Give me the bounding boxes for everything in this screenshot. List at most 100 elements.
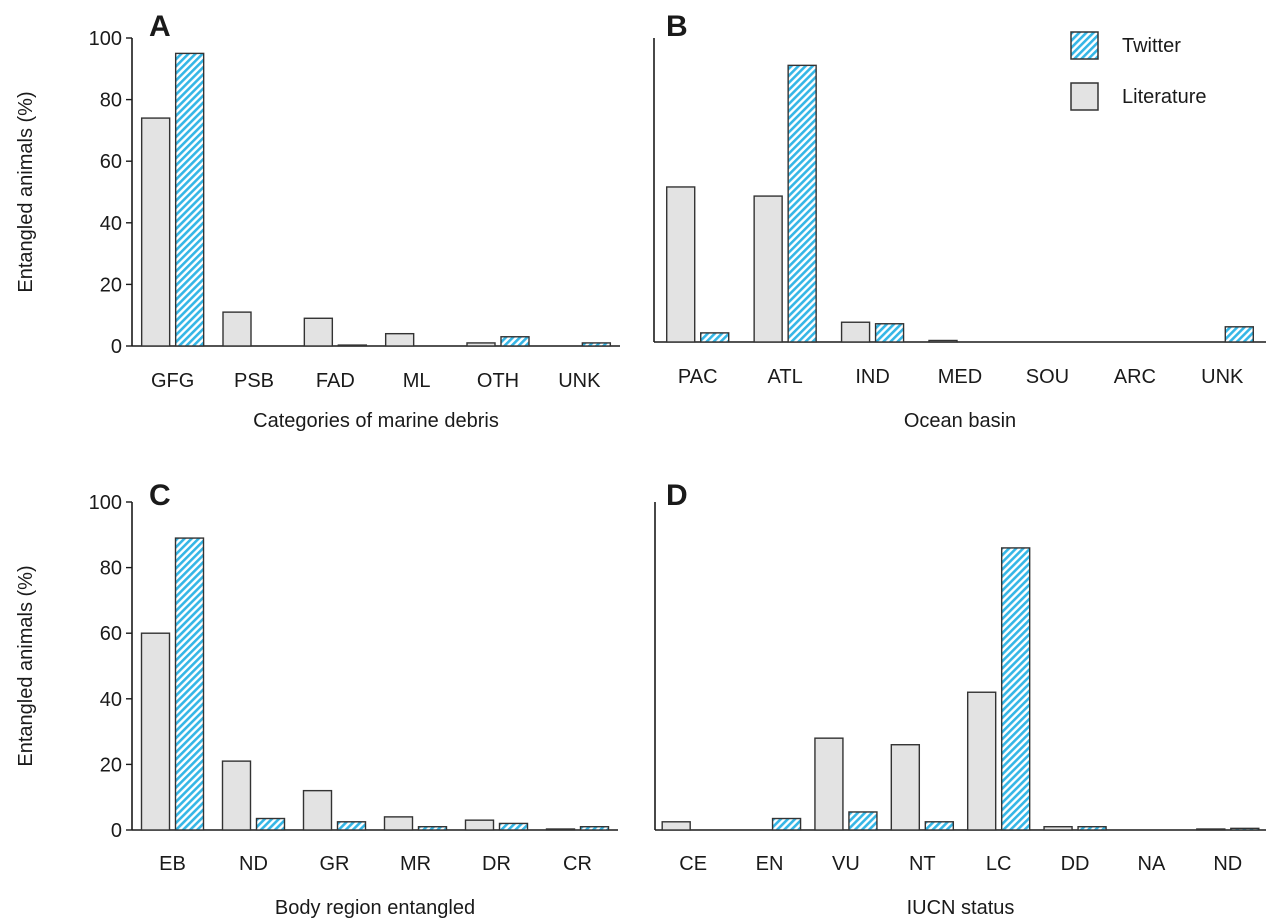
x-axis-label: Categories of marine debris	[253, 410, 499, 432]
panel-A: A 0 20 40 60 80 100 Entangled animals (%) GFG PSB…	[15, 10, 620, 432]
x-axis-label: Ocean basin	[904, 410, 1016, 432]
bar-twitter-atl	[787, 64, 817, 343]
y-tick-label: 100	[89, 28, 122, 50]
x-tick-label: DD	[1061, 853, 1090, 875]
bar-literature-cr	[545, 828, 576, 831]
bar-literature-pac	[666, 186, 696, 343]
x-tick-label: ND	[1213, 853, 1242, 875]
x-tick-label: OTH	[477, 370, 519, 392]
bar-twitter-nd	[1230, 827, 1260, 831]
bar-twitter-unk	[581, 342, 612, 347]
x-tick-label: UNK	[1201, 366, 1244, 388]
legend-label-twitter: Twitter	[1122, 35, 1181, 57]
bar-twitter-dd	[1077, 826, 1107, 831]
bar-literature-oth	[466, 342, 496, 347]
x-tick-label: PAC	[678, 366, 718, 388]
y-axis-label: Entangled animals (%)	[15, 565, 37, 766]
y-tick-label: 20	[100, 274, 122, 296]
legend: Twitter Literature	[1070, 31, 1207, 111]
x-tick-label: NA	[1138, 853, 1166, 875]
y-tick-label: 0	[111, 336, 122, 358]
bar-literature-psb	[222, 311, 252, 347]
x-tick-label: IND	[855, 366, 889, 388]
y-tick-label: 80	[100, 558, 122, 580]
bar-twitter-unk	[1224, 326, 1254, 343]
bar-literature-mr	[383, 816, 414, 831]
x-tick-label: ATL	[768, 366, 803, 388]
bar-literature-eb	[140, 632, 171, 831]
y-tick-label: 100	[89, 492, 122, 514]
y-tick-label: 60	[100, 151, 122, 173]
panel-letter: A	[149, 10, 171, 43]
panel-letter: C	[149, 479, 171, 512]
y-tick-label: 20	[100, 754, 122, 776]
x-tick-label: VU	[832, 853, 860, 875]
bar-twitter-pac	[700, 332, 730, 343]
y-tick-label: 40	[100, 689, 122, 711]
x-tick-label: GFG	[151, 370, 194, 392]
y-tick-label: 80	[100, 90, 122, 112]
x-tick-label: EN	[756, 853, 784, 875]
bar-literature-nd	[1196, 828, 1226, 831]
bar-literature-med	[928, 339, 958, 343]
bar-literature-fad	[303, 317, 334, 347]
x-tick-label: NT	[909, 853, 936, 875]
x-tick-label: GR	[320, 853, 350, 875]
bar-twitter-nd	[255, 817, 286, 831]
legend-swatch-literature	[1070, 82, 1099, 111]
panel-B: B PAC ATL IND MED SOU ARC UNK Ocean basin	[653, 10, 1266, 432]
bar-twitter-eb	[174, 537, 205, 831]
panel-letter: D	[666, 479, 688, 512]
bar-twitter-lc	[1000, 547, 1031, 831]
bar-literature-dd	[1043, 826, 1073, 831]
bar-twitter-cr	[579, 826, 610, 831]
bar-twitter-gr	[336, 821, 367, 831]
x-axis-label: Body region entangled	[275, 897, 475, 919]
bar-twitter-vu	[848, 811, 878, 831]
y-axis-label: Entangled animals (%)	[15, 91, 37, 292]
bar-literature-nt	[890, 744, 921, 831]
bar-literature-dr	[464, 819, 495, 831]
x-tick-label: DR	[482, 853, 511, 875]
x-tick-label: MED	[938, 366, 982, 388]
y-tick-label: 0	[111, 820, 122, 842]
bar-twitter-ind	[874, 323, 905, 343]
x-tick-label: SOU	[1026, 366, 1069, 388]
x-tick-label: LC	[986, 853, 1012, 875]
x-tick-label: CR	[563, 853, 592, 875]
x-tick-label: EB	[159, 853, 186, 875]
bar-literature-ce	[661, 821, 691, 831]
x-tick-label: UNK	[558, 370, 601, 392]
bar-twitter-fad	[337, 344, 368, 347]
bar-literature-ind	[840, 321, 871, 343]
y-tick-label: 60	[100, 623, 122, 645]
x-tick-label: CE	[679, 853, 707, 875]
panel-C: C 0 20 40 60 80 100 Entangled animals (%) EB ND GR…	[15, 479, 618, 919]
bar-twitter-mr	[417, 826, 448, 831]
x-tick-label: ND	[239, 853, 268, 875]
bar-twitter-nt	[924, 821, 955, 831]
legend-label-literature: Literature	[1122, 86, 1207, 108]
panel-letter: B	[666, 10, 688, 43]
bar-literature-lc	[966, 691, 997, 831]
bar-twitter-oth	[500, 336, 530, 347]
x-tick-label: MR	[400, 853, 431, 875]
bar-literature-ml	[384, 332, 415, 347]
bar-literature-nd	[221, 760, 252, 831]
x-tick-label: ML	[403, 370, 431, 392]
panel-D: D CE EN VU NT LC DD NA ND IUCN status	[654, 479, 1266, 919]
bar-twitter-gfg	[174, 52, 205, 347]
x-tick-label: FAD	[316, 370, 355, 392]
y-tick-label: 40	[100, 213, 122, 235]
legend-swatch-twitter	[1070, 31, 1099, 60]
bar-literature-atl	[753, 195, 783, 343]
bar-literature-gr	[302, 789, 333, 831]
x-tick-label: PSB	[234, 370, 274, 392]
bar-twitter-en	[771, 817, 802, 831]
bar-twitter-dr	[498, 822, 529, 831]
x-tick-label: ARC	[1114, 366, 1156, 388]
bar-literature-vu	[814, 737, 844, 831]
x-axis-label: IUCN status	[907, 897, 1015, 919]
bar-literature-gfg	[140, 117, 171, 347]
